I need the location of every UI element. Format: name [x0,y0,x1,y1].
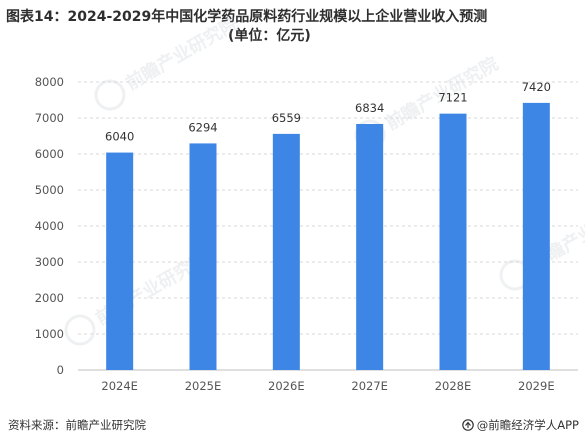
y-tick-label: 8000 [35,75,64,89]
brand-credit: @前瞻经济学人APP [461,417,579,433]
qianzhan-logo-icon [461,419,474,431]
qianzhan-watermark-logo-icon [94,79,126,111]
y-tick-label: 4000 [35,219,64,233]
data-label: 7121 [438,91,467,105]
y-tick-label: 2000 [35,291,64,305]
source-note: 资料来源：前瞻产业研究院 [8,418,146,432]
y-tick-label: 0 [57,363,64,377]
x-tick-label: 2025E [185,379,222,393]
bar [106,152,134,370]
bar [522,102,550,370]
bar [356,123,384,370]
y-axis: 0 1000 2000 3000 4000 5000 6000 7000 8000 [35,75,64,377]
data-label: 6294 [188,120,217,134]
x-tick-label: 2027E [351,379,388,393]
bar [189,143,217,370]
chart-title-line1: 图表14：2024-2029年中国化学药品原料药行业规模以上企业营业收入预测 [6,9,488,25]
brand-text: @前瞻经济学人APP [476,418,579,432]
y-tick-label: 1000 [35,327,64,341]
chart-title-unit: (单位：亿元) [228,28,311,44]
x-tick-label: 2024E [101,379,138,393]
data-label: 7420 [522,80,551,94]
x-tick-label: 2029E [518,379,555,393]
x-axis: 2024E 2025E 2026E 2027E 2028E 2029E [101,379,554,393]
bars [106,102,550,371]
y-tick-label: 3000 [35,255,64,269]
bar [439,113,467,371]
data-label: 6834 [355,101,384,115]
qianzhan-watermark-logo-icon [64,314,96,346]
bar [272,133,300,370]
data-label: 6559 [272,111,301,125]
grid-layer [78,81,578,371]
y-tick-label: 6000 [35,147,64,161]
data-labels: 6040 6294 6559 6834 7121 7420 [105,80,551,144]
x-tick-label: 2026E [268,379,305,393]
x-tick-label: 2028E [435,379,472,393]
data-label: 6040 [105,130,134,144]
y-tick-label: 7000 [35,111,64,125]
y-tick-label: 5000 [35,183,64,197]
watermark: 前瞻产业研究院 [94,12,242,111]
